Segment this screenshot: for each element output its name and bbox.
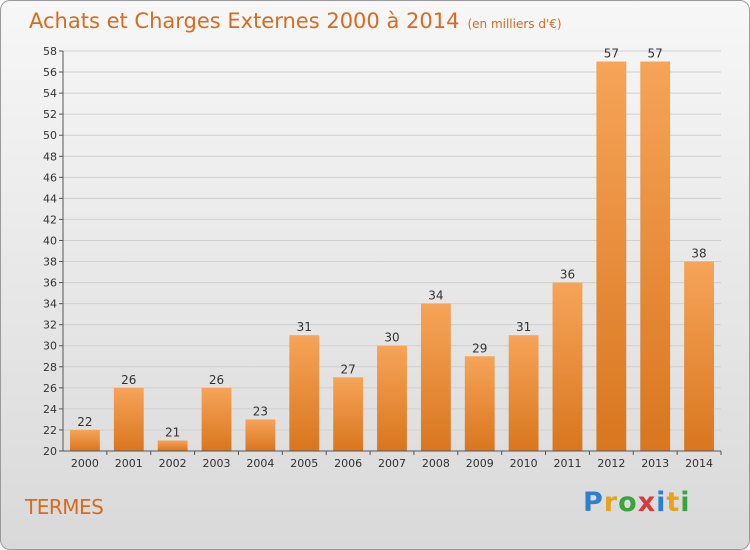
x-axis: 2000 2001 2002 2003 2004 2005 2006 2007 2008 2009… bbox=[63, 450, 722, 470]
bar-2010 bbox=[508, 335, 539, 451]
value-label-2011: 36 bbox=[560, 268, 575, 282]
x-tick-label-2002: 2002 bbox=[159, 457, 187, 470]
y-tick-label: 20 bbox=[43, 445, 57, 458]
logo-letter: o bbox=[618, 487, 638, 518]
value-label-2010: 31 bbox=[516, 320, 531, 334]
y-tick-label: 36 bbox=[43, 277, 57, 290]
value-label-2004: 23 bbox=[253, 404, 268, 418]
bar-2000 bbox=[70, 429, 100, 451]
value-label-2000: 22 bbox=[77, 415, 92, 429]
x-tick-label-2012: 2012 bbox=[597, 457, 625, 470]
x-tick-label-2013: 2013 bbox=[641, 457, 669, 470]
bar-2007 bbox=[377, 345, 407, 451]
y-tick-label: 24 bbox=[43, 403, 57, 416]
bar-2002 bbox=[157, 440, 188, 451]
value-label-2003: 26 bbox=[209, 373, 224, 387]
value-label-2008: 34 bbox=[428, 289, 443, 303]
x-tick-label-2011: 2011 bbox=[553, 457, 581, 470]
logo-letter: i bbox=[680, 487, 691, 518]
y-tick-label: 56 bbox=[43, 66, 57, 79]
bar-2013 bbox=[640, 61, 671, 452]
bar-2004 bbox=[245, 419, 276, 451]
y-tick-label: 48 bbox=[43, 150, 57, 163]
y-tick-label: 22 bbox=[43, 424, 57, 437]
bar-2006 bbox=[333, 377, 364, 451]
value-label-2014: 38 bbox=[691, 247, 706, 261]
commune-name: TERMES bbox=[25, 495, 104, 519]
y-tick-label: 40 bbox=[43, 234, 57, 247]
value-label-2001: 26 bbox=[121, 373, 136, 387]
value-labels: 22 26 21 26 23 31 27 30 34 29 31 36 57 57 38 bbox=[77, 47, 706, 440]
bar-2011 bbox=[552, 282, 583, 451]
bar-2005 bbox=[289, 335, 320, 451]
y-tick-label: 28 bbox=[43, 361, 57, 374]
y-axis: 20 22 24 26 28 30 32 34 36 38 40 42 44 46 48 50 52 54 56 58 bbox=[43, 45, 64, 458]
y-tick-label: 26 bbox=[43, 382, 57, 395]
chart-subtitle: (en milliers d'€) bbox=[467, 17, 562, 31]
bar-2001 bbox=[113, 387, 144, 451]
value-label-2002: 21 bbox=[165, 425, 180, 439]
x-tick-label-2003: 2003 bbox=[203, 457, 231, 470]
y-tick-label: 32 bbox=[43, 319, 57, 332]
value-label-2013: 57 bbox=[648, 47, 663, 61]
y-tick-label: 30 bbox=[43, 340, 57, 353]
value-label-2005: 31 bbox=[297, 320, 312, 334]
x-tick-label-2009: 2009 bbox=[466, 457, 494, 470]
y-tick-label: 58 bbox=[43, 45, 57, 58]
x-tick-label-2000: 2000 bbox=[71, 457, 99, 470]
bar-2009 bbox=[464, 356, 495, 451]
value-label-2009: 29 bbox=[472, 341, 487, 355]
x-tick-label-2008: 2008 bbox=[422, 457, 450, 470]
y-tick-label: 38 bbox=[43, 256, 57, 269]
bars bbox=[70, 61, 714, 452]
x-tick-label-2006: 2006 bbox=[334, 457, 362, 470]
x-tick-label-2014: 2014 bbox=[685, 457, 713, 470]
value-label-2007: 30 bbox=[384, 331, 399, 345]
logo-letter: r bbox=[603, 487, 619, 518]
logo-letter: x bbox=[637, 487, 657, 518]
bar-2003 bbox=[201, 387, 232, 451]
y-tick-label: 44 bbox=[43, 192, 57, 205]
bar-2008 bbox=[420, 303, 451, 451]
y-tick-label: 52 bbox=[43, 108, 57, 121]
x-tick-label-2005: 2005 bbox=[290, 457, 318, 470]
bar-2014 bbox=[684, 261, 714, 451]
y-tick-label: 42 bbox=[43, 213, 57, 226]
y-tick-label: 46 bbox=[43, 171, 57, 184]
y-tick-label: 54 bbox=[43, 87, 57, 100]
y-tick-label: 50 bbox=[43, 129, 57, 142]
logo-letter: t bbox=[666, 487, 681, 518]
logo-letter: P bbox=[583, 487, 604, 518]
y-tick-label: 34 bbox=[43, 298, 57, 311]
x-tick-label-2010: 2010 bbox=[510, 457, 538, 470]
x-tick-label-2007: 2007 bbox=[378, 457, 406, 470]
chart-title-text: Achats et Charges Externes 2000 à 2014 bbox=[29, 9, 460, 33]
x-tick-label-2004: 2004 bbox=[246, 457, 274, 470]
x-tick-label-2001: 2001 bbox=[115, 457, 143, 470]
bar-2012 bbox=[596, 61, 627, 452]
value-label-2012: 57 bbox=[604, 47, 619, 61]
proxiti-logo: Proxiti bbox=[583, 487, 691, 518]
value-label-2006: 27 bbox=[340, 362, 355, 376]
logo-letter: i bbox=[656, 487, 667, 518]
chart-title: Achats et Charges Externes 2000 à 2014 (e… bbox=[29, 9, 562, 33]
